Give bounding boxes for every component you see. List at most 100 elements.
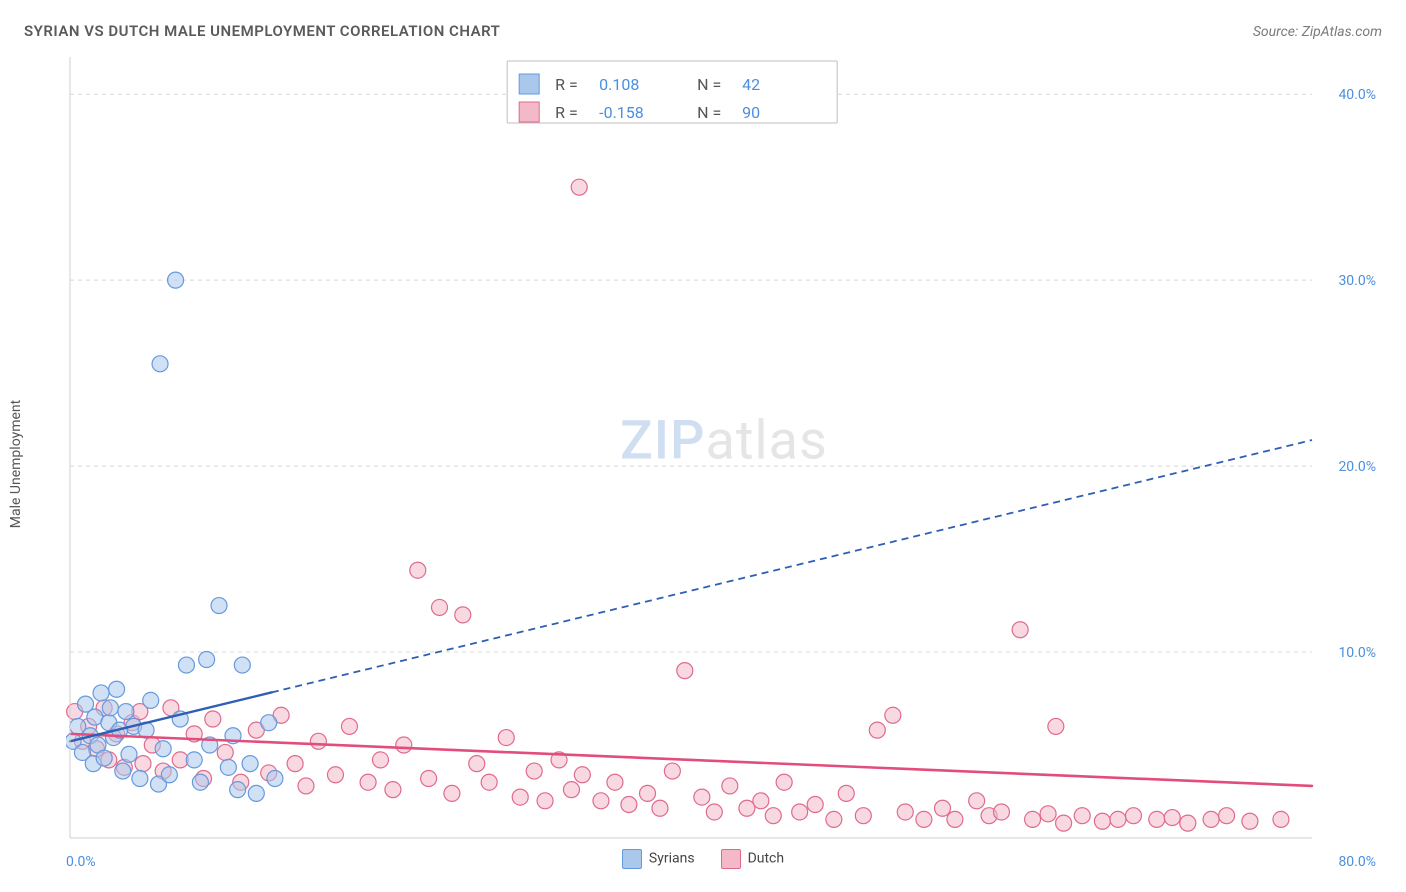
syrians-point [242, 756, 258, 772]
dutch-point [1056, 815, 1072, 831]
stats-swatch [519, 102, 539, 122]
dutch-point [838, 785, 854, 801]
dutch-point [1203, 811, 1219, 827]
dutch-point [431, 599, 447, 615]
dutch-point [1048, 718, 1064, 734]
syrians-trend-dashed [272, 440, 1312, 692]
dutch-point [593, 793, 609, 809]
dutch-point [1110, 811, 1126, 827]
dutch-point [807, 797, 823, 813]
dutch-point [563, 782, 579, 798]
legend-swatch [721, 849, 741, 869]
dutch-point [135, 756, 151, 772]
dutch-point [205, 711, 221, 727]
dutch-point [1025, 811, 1041, 827]
stats-n-value: 90 [742, 103, 760, 122]
watermark: ZIPatlas [620, 410, 828, 473]
dutch-point [1040, 806, 1056, 822]
dutch-point [640, 785, 656, 801]
dutch-point [885, 707, 901, 723]
syrians-point [211, 598, 227, 614]
legend-swatch [622, 849, 642, 869]
x-tick-label-min: 0.0% [66, 854, 96, 870]
dutch-point [310, 733, 326, 749]
dutch-point [481, 774, 497, 790]
dutch-point [664, 763, 680, 779]
dutch-point [1149, 811, 1165, 827]
dutch-point [1074, 808, 1090, 824]
dutch-point [652, 800, 668, 816]
dutch-point [765, 808, 781, 824]
dutch-point [776, 774, 792, 790]
stats-swatch [519, 74, 539, 94]
dutch-point [694, 789, 710, 805]
stats-n-label: N = [697, 75, 721, 94]
dutch-point [753, 793, 769, 809]
legend-label: Dutch [748, 851, 785, 867]
dutch-point [1242, 813, 1258, 829]
syrians-point [102, 700, 118, 716]
dutch-point [385, 782, 401, 798]
syrians-point [230, 782, 246, 798]
syrians-point [234, 657, 250, 673]
dutch-point [526, 763, 542, 779]
dutch-point [935, 800, 951, 816]
dutch-point [444, 785, 460, 801]
syrians-point [168, 272, 184, 288]
dutch-point [1273, 811, 1289, 827]
plot-area: 10.0%20.0%30.0%40.0%ZIPatlasR =0.108N =4… [66, 55, 1382, 842]
syrians-point [220, 759, 236, 775]
dutch-point [537, 793, 553, 809]
dutch-point [677, 663, 693, 679]
syrians-point [261, 715, 277, 731]
syrians-point [152, 356, 168, 372]
dutch-point [498, 730, 514, 746]
syrians-point [132, 770, 148, 786]
y-tick-label: 40.0% [1338, 87, 1376, 103]
dutch-point [792, 804, 808, 820]
dutch-point [607, 774, 623, 790]
stats-r-label: R = [555, 103, 578, 122]
legend-item: Syrians [622, 849, 695, 869]
dutch-point [455, 607, 471, 623]
syrians-point [248, 785, 264, 801]
dutch-point [869, 722, 885, 738]
dutch-point [512, 789, 528, 805]
syrians-point [109, 681, 125, 697]
syrians-point [155, 741, 171, 757]
dutch-point [916, 811, 932, 827]
y-axis-label: Male Unemployment [8, 399, 24, 527]
dutch-point [621, 797, 637, 813]
dutch-point [1094, 813, 1110, 829]
dutch-point [410, 562, 426, 578]
syrians-point [96, 750, 112, 766]
chart-title: SYRIAN VS DUTCH MALE UNEMPLOYMENT CORREL… [24, 22, 500, 40]
chart-header: SYRIAN VS DUTCH MALE UNEMPLOYMENT CORREL… [24, 22, 1382, 40]
bottom-legend: Syrians Dutch [24, 846, 1382, 872]
dutch-point [469, 756, 485, 772]
dutch-point [706, 804, 722, 820]
dutch-point [1012, 622, 1028, 638]
x-tick-label-max: 80.0% [1338, 854, 1376, 870]
dutch-point [994, 804, 1010, 820]
dutch-point [360, 774, 376, 790]
dutch-point [1125, 808, 1141, 824]
dutch-point [571, 179, 587, 195]
dutch-point [826, 811, 842, 827]
dutch-point [298, 778, 314, 794]
dutch-point [421, 770, 437, 786]
syrians-point [178, 657, 194, 673]
syrians-point [93, 685, 109, 701]
dutch-point [969, 793, 985, 809]
syrians-point [267, 770, 283, 786]
y-tick-label: 10.0% [1338, 645, 1376, 661]
scatter-svg: 10.0%20.0%30.0%40.0%ZIPatlasR =0.108N =4… [66, 55, 1382, 842]
dutch-point [947, 811, 963, 827]
dutch-point [287, 756, 303, 772]
dutch-point [396, 737, 412, 753]
dutch-point [373, 752, 389, 768]
dutch-point [341, 718, 357, 734]
legend-item: Dutch [721, 849, 785, 869]
stats-n-value: 42 [742, 75, 760, 94]
syrians-point [192, 774, 208, 790]
